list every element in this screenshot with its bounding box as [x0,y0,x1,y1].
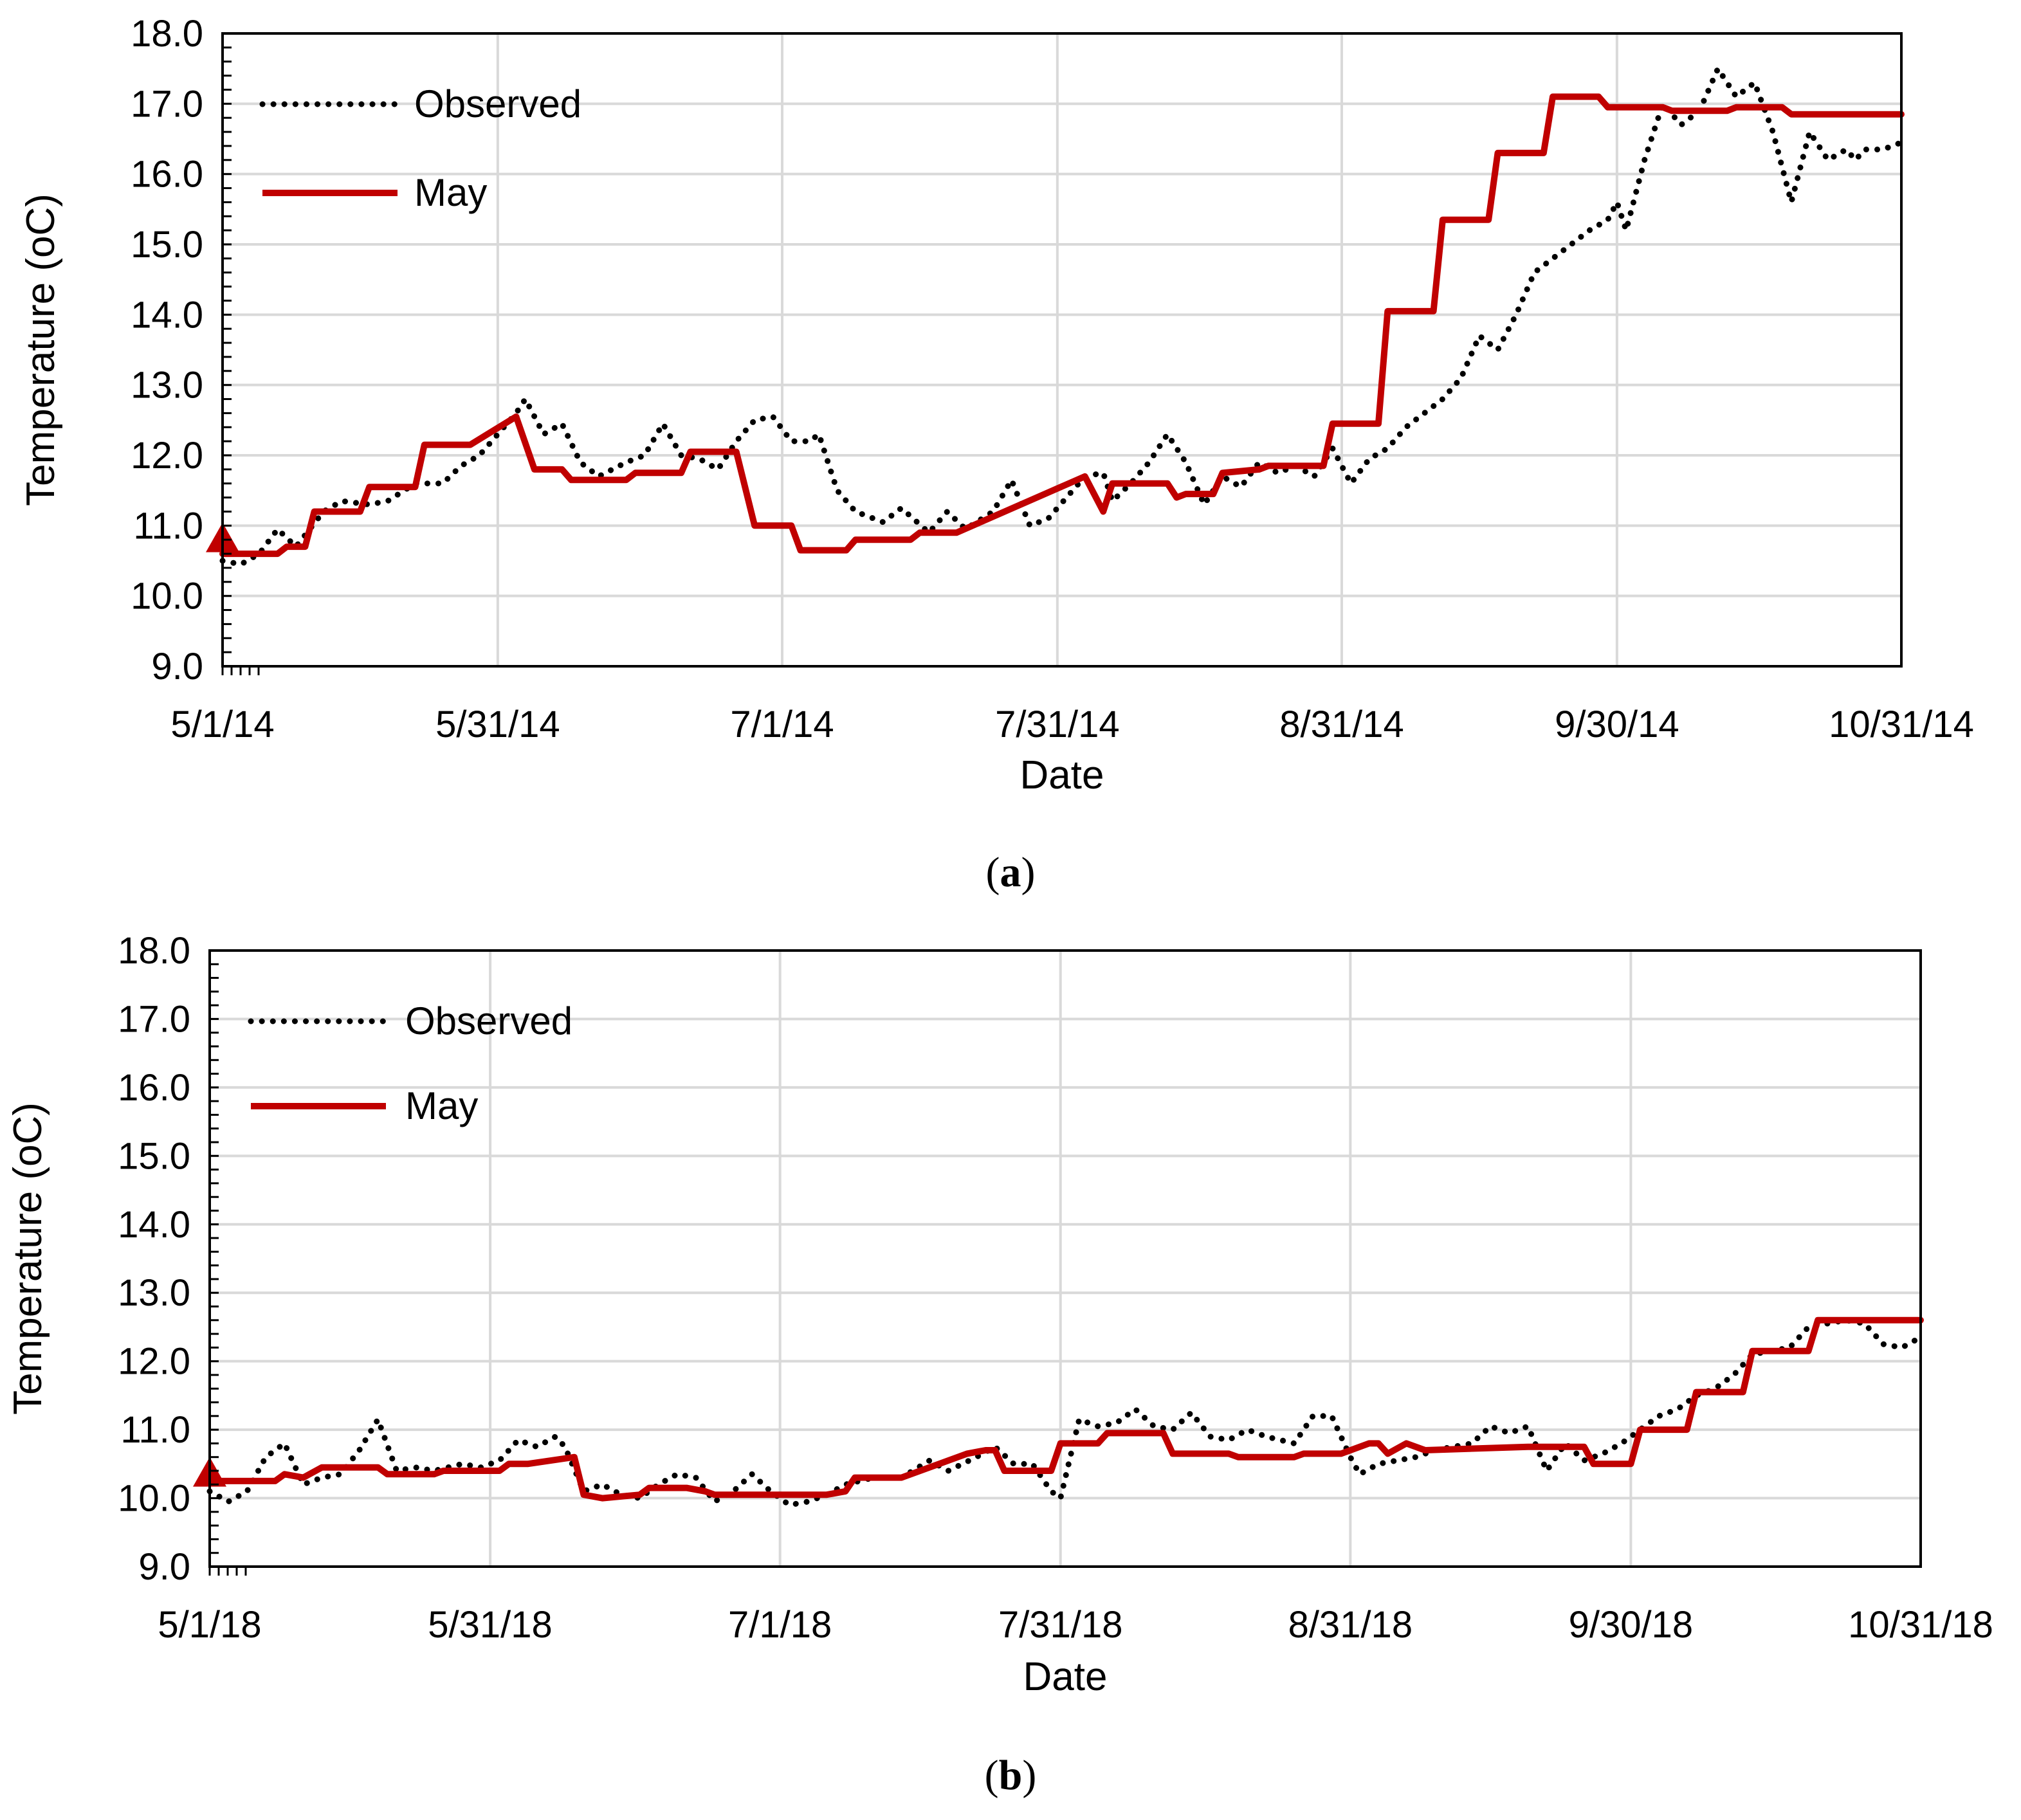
y-axis-title: Temperature (oC) [19,194,63,506]
x-axis-title: Date [1023,1655,1108,1699]
x-tick-label: 5/1/14 [170,704,274,745]
series-line-observed [219,66,1905,567]
x-axis-title: Date [1020,753,1104,797]
y-tick-label: 14.0 [131,294,203,336]
gridlines [223,32,1903,666]
y-tick-label: 15.0 [131,224,203,266]
y-tick-label: 18.0 [131,13,203,55]
y-tick-label: 12.0 [118,1341,190,1383]
x-tick-labels: 5/1/14 5/31/14 7/1/14 7/31/14 8/31/14 9/30/14… [170,704,1974,745]
y-tick-label: 10.0 [131,576,203,617]
chart-panel-a: 9.010.011.012.013.014.015.016.017.018.0 … [19,13,1974,896]
legend-observed-label: Observed [414,82,581,125]
y-tick-label: 15.0 [118,1135,190,1177]
panel-caption-letter: a [1000,849,1021,896]
y-tick-label: 16.0 [118,1067,190,1109]
x-tick-label: 7/31/18 [998,1604,1123,1646]
x-tick-label: 8/31/14 [1279,704,1404,745]
chart-panel-b: 9.010.011.012.013.014.015.016.017.018.0 … [6,930,1993,1799]
panel-caption: (b) [985,1752,1037,1799]
legend-may-label: May [414,171,487,214]
y-tick-label: 17.0 [118,998,190,1040]
x-tick-label: 10/31/14 [1829,704,1974,745]
x-tick-label: 5/31/18 [428,1604,553,1646]
series-line-may [219,93,1905,558]
y-tick-label: 14.0 [118,1204,190,1246]
legend-may-label: May [405,1084,478,1127]
axes [208,949,1922,1576]
x-tick-label: 7/1/18 [728,1604,832,1646]
y-tick-label: 16.0 [131,154,203,196]
y-tick-label: 9.0 [151,646,203,687]
y-tick-label: 12.0 [131,435,203,477]
y-tick-label: 11.0 [133,505,203,547]
y-tick-label: 9.0 [138,1546,190,1588]
x-tick-label: 5/1/18 [158,1604,261,1646]
x-tick-label: 8/31/18 [1288,1604,1413,1646]
legend: Observed May [259,82,581,214]
x-tick-label: 7/1/14 [730,704,834,745]
plot-frame [208,949,1922,1568]
legend-observed-label: Observed [405,999,572,1042]
y-tick-labels: 9.0 10.0 11.0 12.0 13.0 14.0 15.0 16.0 17.0 18.0 [131,13,203,687]
panel-caption-letter: b [999,1752,1023,1799]
x-tick-label: 10/31/18 [1848,1604,1993,1646]
x-tick-label: 9/30/18 [1569,1604,1694,1646]
y-tick-label: 10.0 [118,1478,190,1520]
y-axis-title: Temperature (oC) [6,1102,50,1415]
y-tick-label: 13.0 [131,365,203,406]
x-tick-label: 5/31/14 [435,704,560,745]
plot-lines [193,1316,1924,1508]
series-line-may [206,1316,1924,1502]
legend: Observed May [248,999,572,1127]
x-tick-labels: 5/1/18 5/31/18 7/1/18 7/31/18 8/31/18 9/30/18… [158,1604,1993,1646]
y-tick-label: 13.0 [118,1272,190,1314]
x-tick-label: 9/30/14 [1555,704,1679,745]
y-tick-label: 17.0 [131,83,203,125]
panel-caption: (a) [986,849,1036,896]
y-tick-label: 11.0 [120,1409,190,1451]
plot-frame [221,32,1903,668]
axes [221,32,1903,675]
series-line-observed [206,1317,1924,1508]
y-tick-labels: 9.0 10.0 11.0 12.0 13.0 14.0 15.0 16.0 17.0 18.0 [118,930,190,1588]
plot-lines [206,66,1905,567]
x-tick-label: 7/31/14 [995,704,1120,745]
y-tick-label: 18.0 [118,930,190,972]
